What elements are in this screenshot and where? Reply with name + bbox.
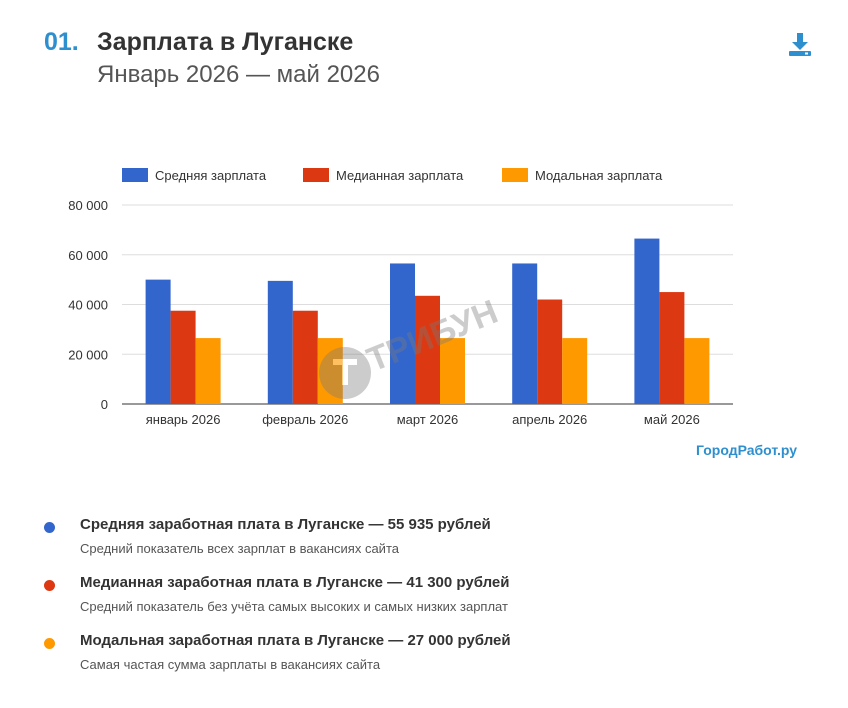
x-tick-label: март 2026 [397,412,459,427]
stat-title: Модальная заработная плата в Луганске — … [80,632,511,649]
x-tick-label: февраль 2026 [262,412,348,427]
legend-label: Медианная зарплата [336,168,464,183]
bar[interactable] [659,292,685,404]
stat-dot-median [44,580,55,591]
legend: Средняя зарплата Медианная зарплата Модаль… [122,168,663,183]
bar[interactable] [684,338,710,404]
y-tick-label: 40 000 [68,298,108,313]
x-tick-label: апрель 2026 [512,412,587,427]
legend-swatch [502,168,528,182]
bar[interactable] [267,280,293,404]
legend-swatch [122,168,148,182]
bars [145,238,710,404]
stat-title: Средняя заработная плата в Луганске — 55… [80,516,491,533]
stat-title: Медианная заработная плата в Луганске — … [80,574,510,591]
x-axis-labels: январь 2026 февраль 2026 март 2026 апрель 2… [146,412,700,427]
y-tick-label: 0 [101,397,108,412]
x-tick-label: май 2026 [644,412,700,427]
bar[interactable] [195,338,221,404]
legend-label: Модальная зарплата [535,168,663,183]
bar[interactable] [170,310,196,404]
y-axis-ticks: 0 20 000 40 000 60 000 80 000 [68,198,108,412]
page-subtitle: Январь 2026 — май 2026 [97,61,380,88]
bar[interactable] [292,310,318,404]
bar-chart: 0 20 000 40 000 60 000 80 000 январь 2026 фев… [68,168,733,427]
bar[interactable] [634,238,660,404]
bar[interactable] [537,299,563,404]
watermark-logo-icon [319,347,371,399]
stat-description: Средний показатель всех зарплат в ваканс… [80,541,399,556]
bar[interactable] [145,279,171,404]
bar[interactable] [415,295,440,404]
legend-label: Средняя зарплата [155,168,267,183]
bar[interactable] [440,338,465,404]
page-title: Зарплата в Луганске [97,28,354,56]
bar[interactable] [512,263,538,404]
stat-description: Самая частая сумма зарплаты в вакансиях … [80,657,381,672]
x-tick-label: январь 2026 [146,412,221,427]
legend-swatch [303,168,329,182]
brand-link[interactable]: ГородРабот.ру [696,442,798,458]
bar[interactable] [317,338,343,404]
y-tick-label: 20 000 [68,347,108,362]
y-tick-label: 60 000 [68,248,108,263]
download-icon[interactable] [786,30,814,58]
stat-description: Средний показатель без учёта самых высок… [80,599,508,614]
y-tick-label: 80 000 [68,198,108,213]
stat-dot-mode [44,638,55,649]
bar[interactable] [390,263,415,404]
section-number: 01. [44,28,79,56]
stat-dot-average [44,522,55,533]
bar[interactable] [562,338,588,404]
